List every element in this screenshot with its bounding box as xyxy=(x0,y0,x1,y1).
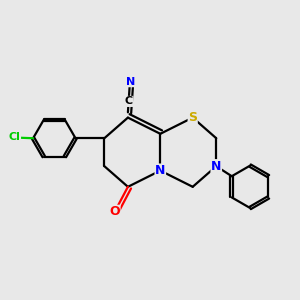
Text: C: C xyxy=(125,96,133,106)
Text: N: N xyxy=(126,77,136,87)
Text: Cl: Cl xyxy=(9,132,20,142)
Text: N: N xyxy=(155,164,166,177)
Text: S: S xyxy=(188,111,197,124)
Text: N: N xyxy=(211,160,221,173)
Text: O: O xyxy=(110,205,120,218)
